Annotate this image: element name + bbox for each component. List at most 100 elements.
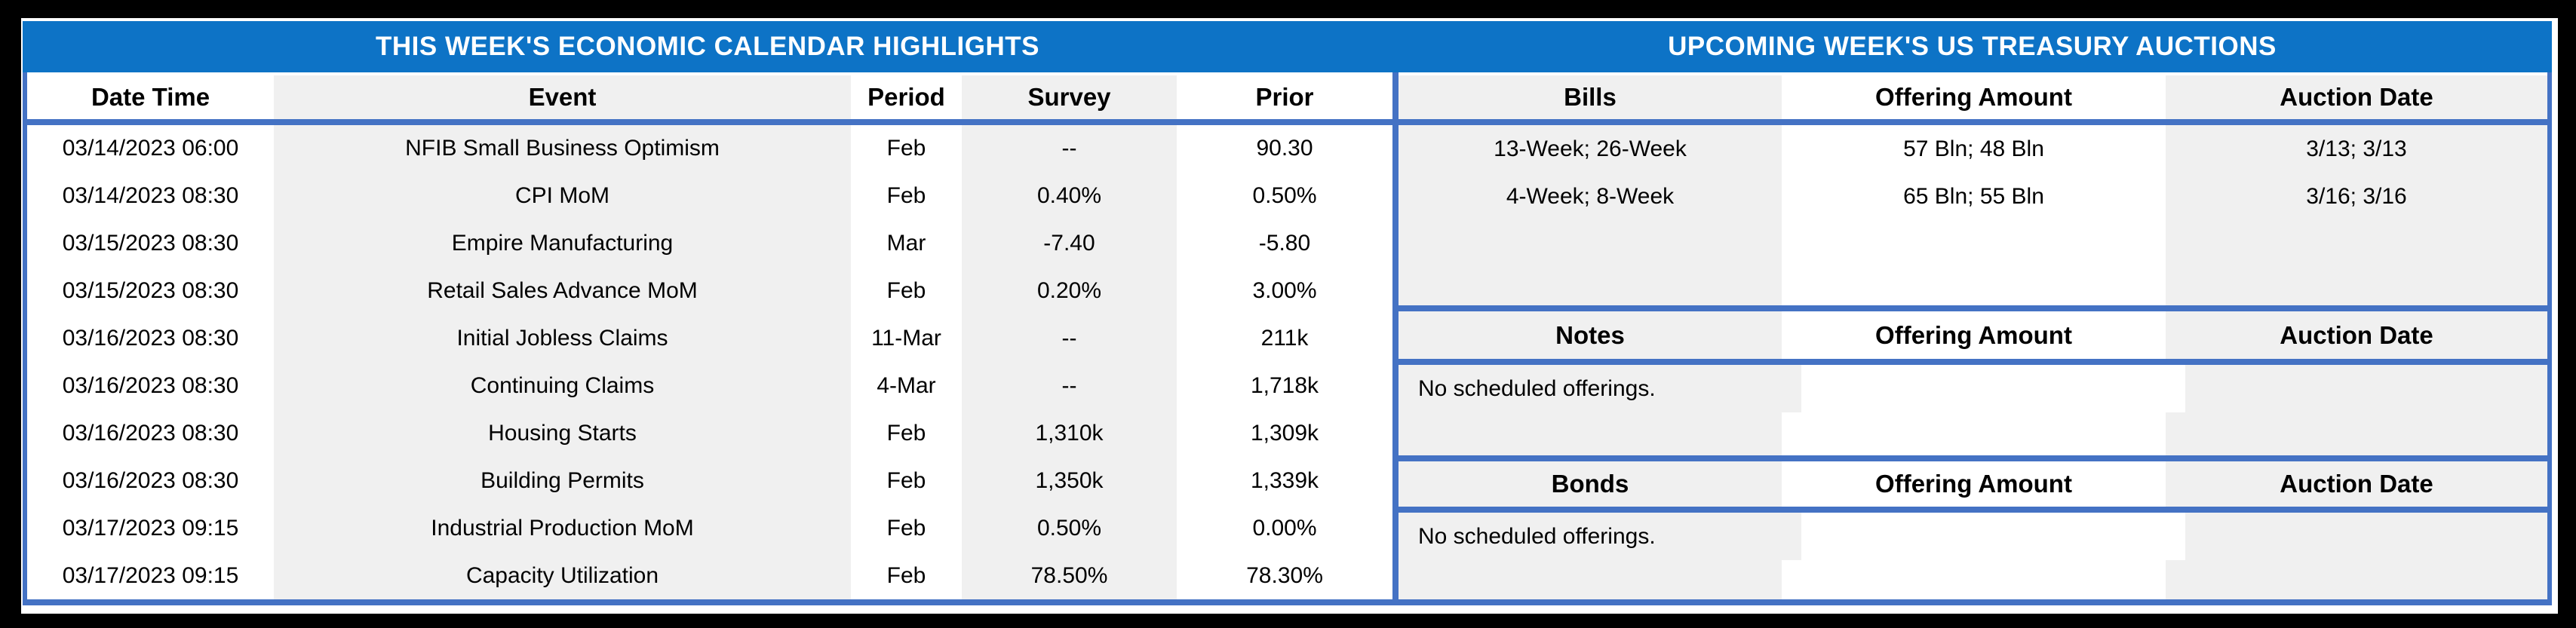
- calendar-header-date: Date Time: [91, 83, 210, 111]
- calendar-header-period: Period: [867, 83, 945, 111]
- calendar-cell-survey: --: [962, 362, 1177, 410]
- calendar-rows: 03/14/2023 06:00 NFIB Small Business Opt…: [27, 125, 1392, 600]
- calendar-cell-date: 03/15/2023 08:30: [62, 231, 239, 256]
- calendar-row: 03/16/2023 08:30 Housing Starts Feb 1,31…: [27, 409, 1392, 458]
- calendar-cell-event: Continuing Claims: [274, 362, 851, 410]
- calendar-cell-event: Empire Manufacturing: [274, 219, 851, 268]
- bills-header-auction: Auction Date: [2166, 75, 2547, 119]
- calendar-row: 03/16/2023 08:30 Continuing Claims 4-Mar…: [27, 362, 1392, 410]
- calendar-cell-prior: 1,309k: [1250, 420, 1319, 446]
- column-stripe-filler: [1801, 365, 2185, 412]
- calendar-cell-period: Feb: [886, 278, 926, 304]
- calendar-table: Date Time Event Period Survey Prior 03/1…: [23, 72, 1392, 605]
- calendar-cell-date: 03/16/2023 08:30: [62, 420, 239, 446]
- notes-section: No scheduled offerings.: [1399, 365, 2547, 455]
- calendar-cell-period: Feb: [886, 562, 926, 588]
- column-stripe-filler: [1399, 412, 1782, 455]
- auction-row: No scheduled offerings.: [1399, 513, 2547, 560]
- column-stripe-filler: [2185, 513, 2547, 560]
- calendar-cell-period: Feb: [886, 515, 926, 541]
- report-body: Date Time Event Period Survey Prior 03/1…: [23, 72, 2552, 605]
- bonds-section-divider: [1399, 455, 2547, 461]
- column-stripe-filler: [1782, 412, 2166, 455]
- calendar-cell-event: Retail Sales Advance MoM: [274, 267, 851, 315]
- table-divider: [1392, 72, 1399, 605]
- auction-cell-auction: 3/16; 3/16: [2166, 173, 2547, 220]
- calendar-header-underline: [27, 119, 1392, 125]
- calendar-cell-date: 03/15/2023 08:30: [62, 278, 239, 304]
- calendar-row: 03/17/2023 09:15 Industrial Production M…: [27, 504, 1392, 553]
- notes-header-label: Notes: [1399, 311, 1782, 359]
- column-stripe-filler: [2166, 560, 2547, 599]
- calendar-cell-survey: --: [962, 314, 1177, 363]
- calendar-cell-prior: 1,339k: [1250, 467, 1319, 493]
- bonds-header-offering: Offering Amount: [1875, 470, 2072, 498]
- auction-cell-offering: 65 Bln; 55 Bln: [1903, 183, 2044, 209]
- calendar-row: 03/14/2023 06:00 NFIB Small Business Opt…: [27, 125, 1392, 173]
- bonds-header-underline: [1399, 507, 2547, 513]
- auctions-table: Bills Offering Amount Auction Date 13-We…: [1399, 72, 2552, 605]
- auction-row: 4-Week; 8-Week 65 Bln; 55 Bln 3/16; 3/16: [1399, 173, 2547, 220]
- column-stripe-filler: [1782, 220, 2166, 305]
- calendar-cell-event: Housing Starts: [274, 409, 851, 458]
- calendar-cell-date: 03/17/2023 09:15: [62, 562, 239, 588]
- auction-cell-security: 13-Week; 26-Week: [1399, 125, 1782, 173]
- calendar-cell-event: Initial Jobless Claims: [274, 314, 851, 363]
- calendar-cell-date: 03/17/2023 09:15: [62, 515, 239, 541]
- notes-header-offering: Offering Amount: [1875, 320, 2072, 349]
- column-stripe-filler: [2185, 365, 2547, 412]
- calendar-cell-survey: 0.40%: [962, 172, 1177, 220]
- calendar-cell-prior: 0.00%: [1252, 515, 1317, 541]
- calendar-cell-prior: 90.30: [1256, 136, 1313, 161]
- report-table: THIS WEEK'S ECONOMIC CALENDAR HIGHLIGHTS…: [23, 21, 2552, 605]
- calendar-cell-prior: 211k: [1260, 326, 1309, 351]
- calendar-cell-prior: 3.00%: [1252, 278, 1317, 304]
- notes-header-auction: Auction Date: [2166, 311, 2547, 359]
- calendar-cell-period: Feb: [886, 136, 926, 161]
- calendar-cell-date: 03/14/2023 08:30: [62, 183, 239, 209]
- report-sheet: THIS WEEK'S ECONOMIC CALENDAR HIGHLIGHTS…: [21, 18, 2558, 614]
- title-band: THIS WEEK'S ECONOMIC CALENDAR HIGHLIGHTS…: [23, 21, 2552, 72]
- calendar-cell-date: 03/14/2023 06:00: [62, 136, 239, 161]
- calendar-cell-period: Mar: [886, 231, 926, 256]
- bills-header-offering: Offering Amount: [1875, 83, 2072, 111]
- column-stripe-filler: [2166, 412, 2547, 455]
- bills-section: 13-Week; 26-Week 57 Bln; 48 Bln 3/13; 3/…: [1399, 125, 2547, 305]
- calendar-cell-event: Building Permits: [274, 457, 851, 505]
- calendar-row: 03/16/2023 08:30 Building Permits Feb 1,…: [27, 457, 1392, 505]
- notes-header-underline: [1399, 359, 2547, 365]
- bills-header-row: Bills Offering Amount Auction Date: [1399, 75, 2547, 119]
- calendar-cell-period: Feb: [886, 420, 926, 446]
- calendar-cell-date: 03/16/2023 08:30: [62, 372, 239, 398]
- calendar-header-event: Event: [274, 75, 851, 119]
- calendar-cell-prior: 0.50%: [1252, 183, 1317, 209]
- notes-section-divider: [1399, 305, 2547, 311]
- calendar-cell-survey: 0.50%: [962, 504, 1177, 553]
- notes-empty-area: [1399, 412, 2547, 455]
- bills-header-label: Bills: [1399, 75, 1782, 119]
- calendar-cell-date: 03/16/2023 08:30: [62, 467, 239, 493]
- column-stripe-filler: [1801, 513, 2185, 560]
- calendar-cell-date: 03/16/2023 08:30: [62, 326, 239, 351]
- column-stripe-filler: [1782, 560, 2166, 599]
- calendar-header-survey: Survey: [962, 75, 1177, 119]
- auction-cell-security: 4-Week; 8-Week: [1399, 173, 1782, 220]
- calendar-cell-survey: 0.20%: [962, 267, 1177, 315]
- bills-empty-area: [1399, 220, 2547, 305]
- calendar-cell-event: Industrial Production MoM: [274, 504, 851, 553]
- bonds-header-label: Bonds: [1399, 461, 1782, 507]
- calendar-row: 03/16/2023 08:30 Initial Jobless Claims …: [27, 314, 1392, 363]
- calendar-cell-event: Capacity Utilization: [274, 552, 851, 600]
- calendar-cell-survey: 78.50%: [962, 552, 1177, 600]
- bonds-header-auction: Auction Date: [2166, 461, 2547, 507]
- calendar-cell-survey: -7.40: [962, 219, 1177, 268]
- calendar-cell-period: Feb: [886, 183, 926, 209]
- calendar-header-prior: Prior: [1255, 83, 1314, 111]
- calendar-cell-prior: -5.80: [1258, 231, 1311, 256]
- calendar-cell-survey: 1,310k: [962, 409, 1177, 458]
- notes-header-row: Notes Offering Amount Auction Date: [1399, 311, 2547, 359]
- bonds-header-row: Bonds Offering Amount Auction Date: [1399, 461, 2547, 507]
- calendar-row: 03/15/2023 08:30 Empire Manufacturing Ma…: [27, 219, 1392, 268]
- auction-cell-auction: 3/13; 3/13: [2166, 125, 2547, 173]
- calendar-cell-period: Feb: [886, 467, 926, 493]
